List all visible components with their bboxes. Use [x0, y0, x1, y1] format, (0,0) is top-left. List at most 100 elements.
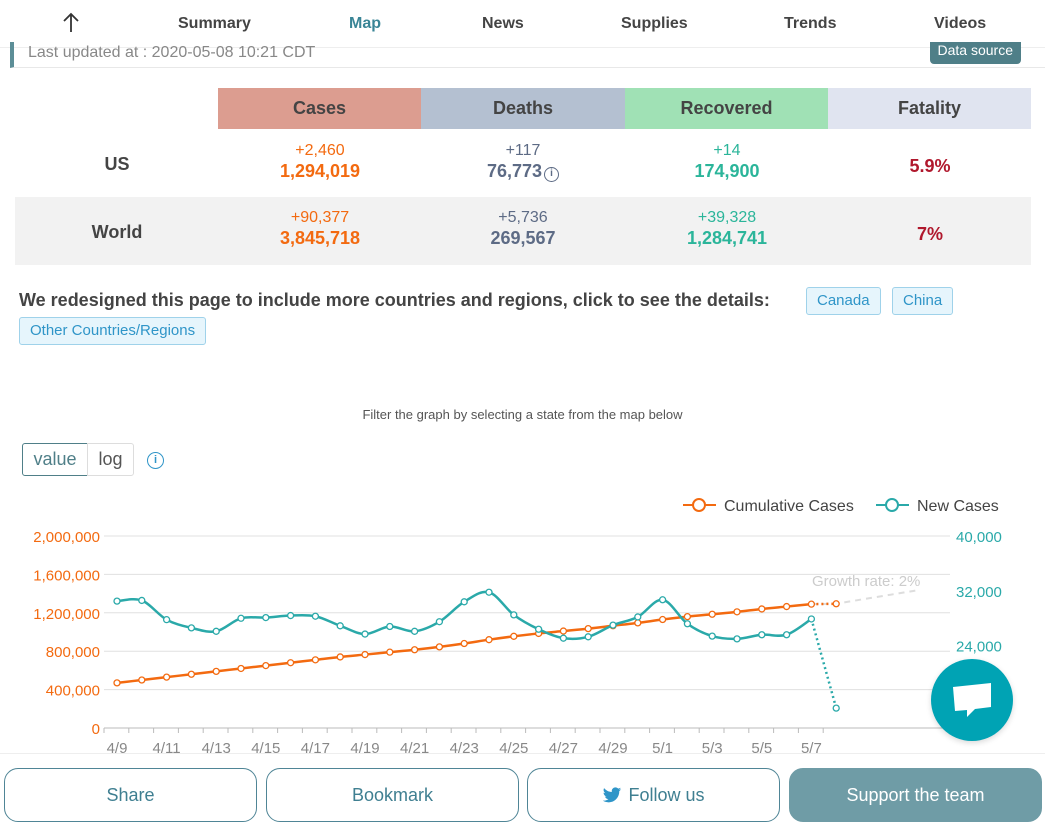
data-point-new-cases[interactable]	[534, 625, 543, 633]
data-source-button[interactable]: Data source	[929, 42, 1021, 64]
us-deaths-total: 76,773	[486, 161, 543, 181]
data-point-cumulative-cases[interactable]	[162, 673, 171, 681]
last-updated-text: Last updated at : 2020-05-08 10:21 CDT	[28, 44, 316, 61]
data-point-new-cases[interactable]	[113, 597, 121, 605]
data-point-new-cases[interactable]	[286, 611, 295, 620]
left-axis-tick-label: 1,600,000	[33, 567, 100, 584]
data-point-new-cases[interactable]	[634, 613, 642, 621]
follow-us-label: Follow us	[628, 785, 705, 805]
us-deaths-delta: +117	[505, 142, 541, 159]
legend-label-new-cases[interactable]: New Cases	[917, 498, 999, 515]
data-point-cumulative-cases[interactable]	[460, 639, 468, 648]
data-point-new-cases[interactable]	[683, 620, 692, 628]
data-point-new-cases[interactable]	[807, 615, 816, 623]
data-point-cumulative-cases[interactable]	[187, 670, 196, 678]
x-axis-tick-label: 4/21	[400, 740, 429, 753]
info-icon[interactable]: i	[147, 452, 164, 469]
legend-label-cumulative-cases[interactable]: Cumulative Cases	[724, 498, 854, 515]
data-point-new-cases[interactable]	[510, 611, 518, 619]
info-icon[interactable]: i	[544, 167, 560, 182]
data-point-cumulative-cases[interactable]	[683, 612, 692, 621]
top-nav: Summary Map News Supplies Trends Videos	[0, 0, 1045, 48]
x-axis-tick-label: 4/19	[350, 740, 379, 753]
data-point-cumulative-cases[interactable]	[634, 619, 642, 627]
data-point-cumulative-cases[interactable]	[510, 632, 518, 640]
data-point-cumulative-cases[interactable]	[386, 648, 394, 656]
data-point-new-cases[interactable]	[410, 627, 419, 635]
data-point-cumulative-cases[interactable]	[212, 667, 220, 676]
data-point-cumulative-cases[interactable]	[832, 600, 840, 608]
data-point-cumulative-cases[interactable]	[361, 650, 369, 659]
data-point-cumulative-cases[interactable]	[262, 661, 270, 670]
data-point-new-cases[interactable]	[460, 598, 468, 606]
data-point-cumulative-cases[interactable]	[286, 659, 295, 667]
data-point-cumulative-cases[interactable]	[113, 679, 121, 687]
data-point-new-cases[interactable]	[733, 635, 741, 643]
data-point-new-cases[interactable]	[435, 618, 444, 626]
tab-supplies[interactable]: Supplies	[621, 15, 688, 32]
data-point-cumulative-cases[interactable]	[311, 656, 320, 664]
data-point-new-cases[interactable]	[361, 630, 369, 638]
data-point-cumulative-cases[interactable]	[559, 627, 568, 635]
data-point-new-cases[interactable]	[162, 616, 171, 624]
data-point-new-cases[interactable]	[187, 624, 196, 632]
data-point-new-cases[interactable]	[237, 614, 245, 622]
chat-bubble-icon[interactable]	[931, 659, 1013, 741]
data-point-cumulative-cases[interactable]	[237, 664, 245, 673]
follow-us-button[interactable]: Follow us	[527, 768, 780, 822]
data-point-new-cases[interactable]	[584, 633, 592, 641]
data-point-new-cases[interactable]	[758, 631, 766, 639]
data-point-new-cases[interactable]	[609, 621, 617, 629]
share-button[interactable]: Share	[4, 768, 257, 822]
link-canada[interactable]: Canada	[806, 287, 881, 315]
support-team-button[interactable]: Support the team	[789, 768, 1042, 822]
data-point-new-cases[interactable]	[832, 704, 840, 712]
data-point-cumulative-cases[interactable]	[435, 643, 444, 651]
last-updated-bar: Last updated at : 2020-05-08 10:21 CDT D…	[10, 42, 1045, 68]
data-point-cumulative-cases[interactable]	[708, 610, 716, 618]
data-point-new-cases[interactable]	[336, 622, 344, 630]
link-other-countries[interactable]: Other Countries/Regions	[19, 317, 207, 345]
data-point-cumulative-cases[interactable]	[758, 605, 766, 613]
data-point-cumulative-cases[interactable]	[410, 646, 419, 654]
cases-chart[interactable]: 0 400,000 800,000 1,200,000 1,600,000 2,000,0…	[0, 488, 1045, 753]
data-point-new-cases[interactable]	[485, 588, 493, 596]
data-point-cumulative-cases[interactable]	[733, 608, 741, 616]
data-point-cumulative-cases[interactable]	[658, 615, 667, 624]
x-axis-tick-label: 4/23	[450, 740, 479, 753]
data-point-cumulative-cases[interactable]	[336, 653, 344, 661]
tab-videos[interactable]: Videos	[934, 15, 987, 32]
data-point-cumulative-cases[interactable]	[584, 624, 592, 633]
data-point-new-cases[interactable]	[708, 632, 716, 640]
data-point-cumulative-cases[interactable]	[138, 676, 146, 684]
bookmark-button[interactable]: Bookmark	[266, 768, 519, 822]
tab-news[interactable]: News	[482, 15, 524, 32]
arrow-up-icon[interactable]	[58, 10, 84, 36]
data-point-cumulative-cases[interactable]	[807, 600, 816, 608]
us-recovered-delta: +14	[713, 142, 741, 159]
data-point-new-cases[interactable]	[386, 622, 394, 631]
world-recovered-delta: +39,328	[697, 209, 757, 226]
legend-marker-cumulative-cases[interactable]	[692, 498, 706, 512]
tab-summary[interactable]: Summary	[178, 15, 251, 32]
tab-map[interactable]: Map	[349, 15, 381, 32]
legend-marker-new-cases[interactable]	[885, 498, 899, 512]
data-point-new-cases[interactable]	[658, 596, 667, 604]
scale-log-toggle[interactable]: log	[87, 443, 134, 476]
data-point-new-cases[interactable]	[262, 613, 270, 622]
redesign-notice: We redesigned this page to include more …	[19, 290, 770, 310]
data-point-cumulative-cases[interactable]	[782, 602, 791, 611]
data-point-new-cases[interactable]	[212, 627, 220, 635]
data-point-new-cases[interactable]	[311, 612, 320, 620]
link-china[interactable]: China	[892, 287, 954, 315]
us-fatality: 5.9%	[909, 156, 951, 176]
data-point-new-cases[interactable]	[782, 631, 791, 639]
data-point-new-cases[interactable]	[138, 596, 146, 605]
world-recovered-total: 1,284,741	[686, 228, 768, 248]
scale-value-toggle[interactable]: value	[22, 443, 88, 476]
data-point-new-cases[interactable]	[559, 634, 568, 642]
world-row-background	[15, 197, 1031, 265]
data-point-cumulative-cases[interactable]	[485, 636, 493, 644]
tab-trends[interactable]: Trends	[784, 15, 837, 32]
x-axis-tick-label: 4/9	[107, 740, 128, 753]
